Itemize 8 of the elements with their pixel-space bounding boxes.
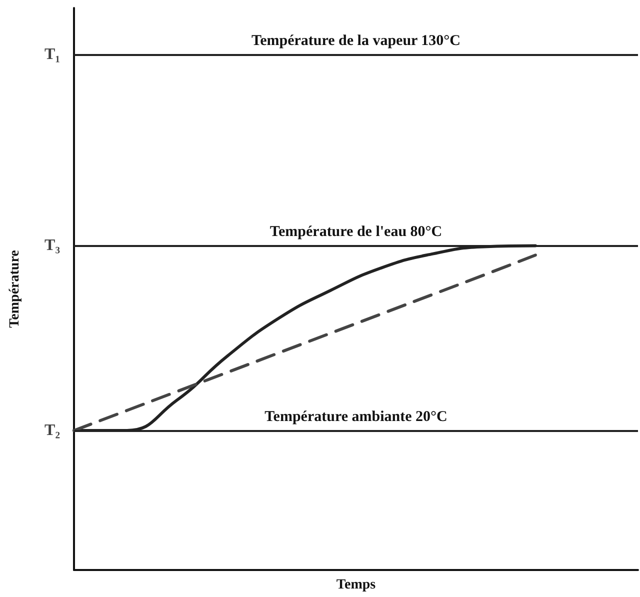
text: T₁ bbox=[44, 46, 60, 63]
ref-line-label: Température de l'eau 80°C bbox=[270, 224, 442, 240]
text: T₃ bbox=[44, 237, 60, 254]
ref-line-label: Température de la vapeur 130°C bbox=[251, 32, 461, 49]
x-axis-title: Temps bbox=[336, 578, 376, 592]
ref-line-label: Température ambiante 20°C bbox=[264, 409, 448, 426]
text: T₂ bbox=[44, 422, 60, 440]
y-axis-title: Température bbox=[8, 250, 22, 328]
